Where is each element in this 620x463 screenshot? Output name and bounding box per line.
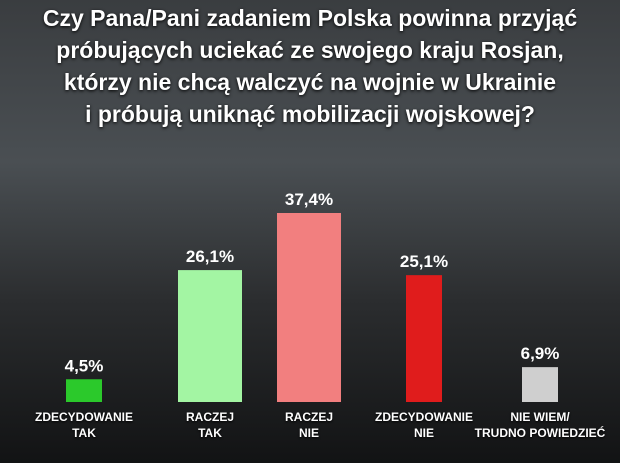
category-label: NIE WIEM/ TRUDNO POWIEDZIEĆ — [474, 410, 606, 440]
chart-title: Czy Pana/Pani zadaniem Polska powinna pr… — [42, 5, 578, 127]
category-label: ZDECYDOWANIE TAK — [34, 410, 133, 440]
bar — [277, 213, 341, 402]
value-label: 25,1% — [400, 252, 448, 271]
bar — [406, 275, 442, 402]
bar — [178, 270, 242, 402]
value-label: 6,9% — [521, 344, 560, 363]
category-label: RACZEJ TAK — [185, 410, 234, 440]
value-label: 26,1% — [186, 247, 234, 266]
category-label: RACZEJ NIE — [284, 410, 333, 440]
bar — [66, 379, 102, 402]
category-label: ZDECYDOWANIE NIE — [374, 410, 473, 440]
bar — [522, 367, 558, 402]
value-label: 37,4% — [285, 190, 333, 209]
value-label: 4,5% — [65, 356, 104, 375]
